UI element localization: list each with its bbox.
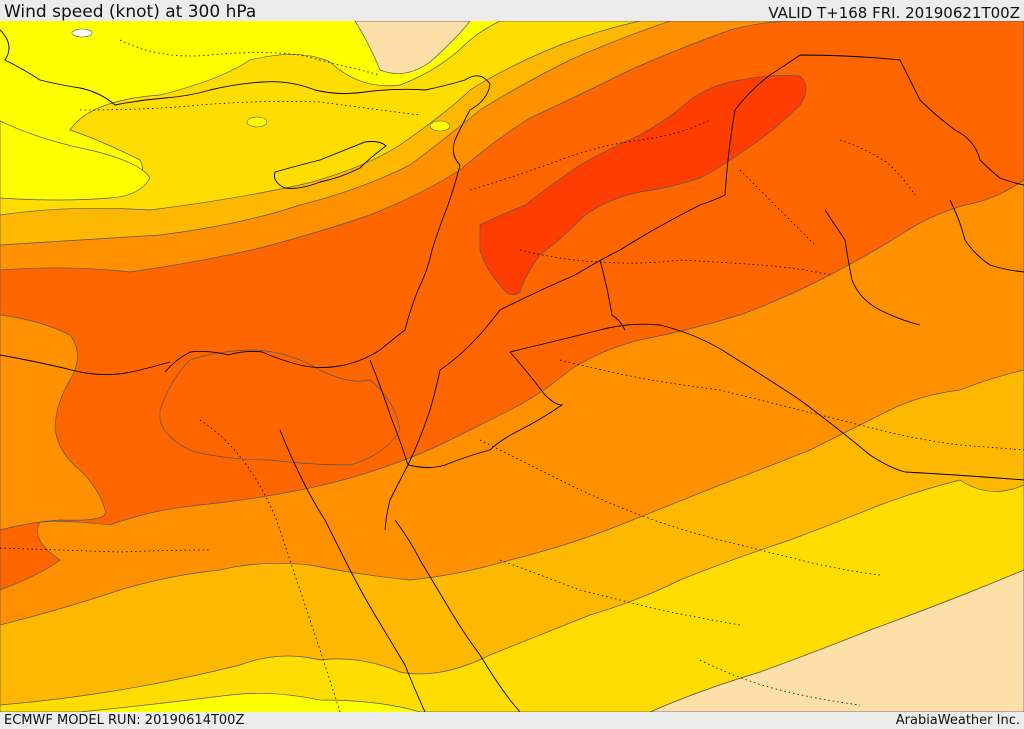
wind-speed-map	[0, 21, 1024, 712]
band-orange-west-gap	[0, 314, 106, 531]
band-core-inner-west	[159, 349, 401, 466]
header-bar: Wind speed (knot) at 300 hPa VALID T+168…	[0, 0, 1024, 22]
valid-time: VALID T+168 FRI. 20190621T00Z	[768, 4, 1020, 22]
model-run: ECMWF MODEL RUN: 20190614T00Z	[4, 713, 245, 728]
lake-2	[246, 116, 268, 128]
coastlines	[0, 29, 1024, 712]
provincial-borders	[0, 39, 1024, 712]
lake-3	[429, 120, 451, 132]
credit-label: ArabiaWeather Inc.	[895, 713, 1020, 728]
band-tan-north	[354, 21, 471, 74]
footer-bar: ECMWF MODEL RUN: 20190614T00Z ArabiaWeat…	[0, 712, 1024, 729]
band-jet-core	[479, 75, 807, 296]
band-gold-northwest-lobe	[0, 120, 151, 201]
lake-1	[71, 28, 93, 38]
map-title: Wind speed (knot) at 300 hPa	[4, 2, 257, 22]
